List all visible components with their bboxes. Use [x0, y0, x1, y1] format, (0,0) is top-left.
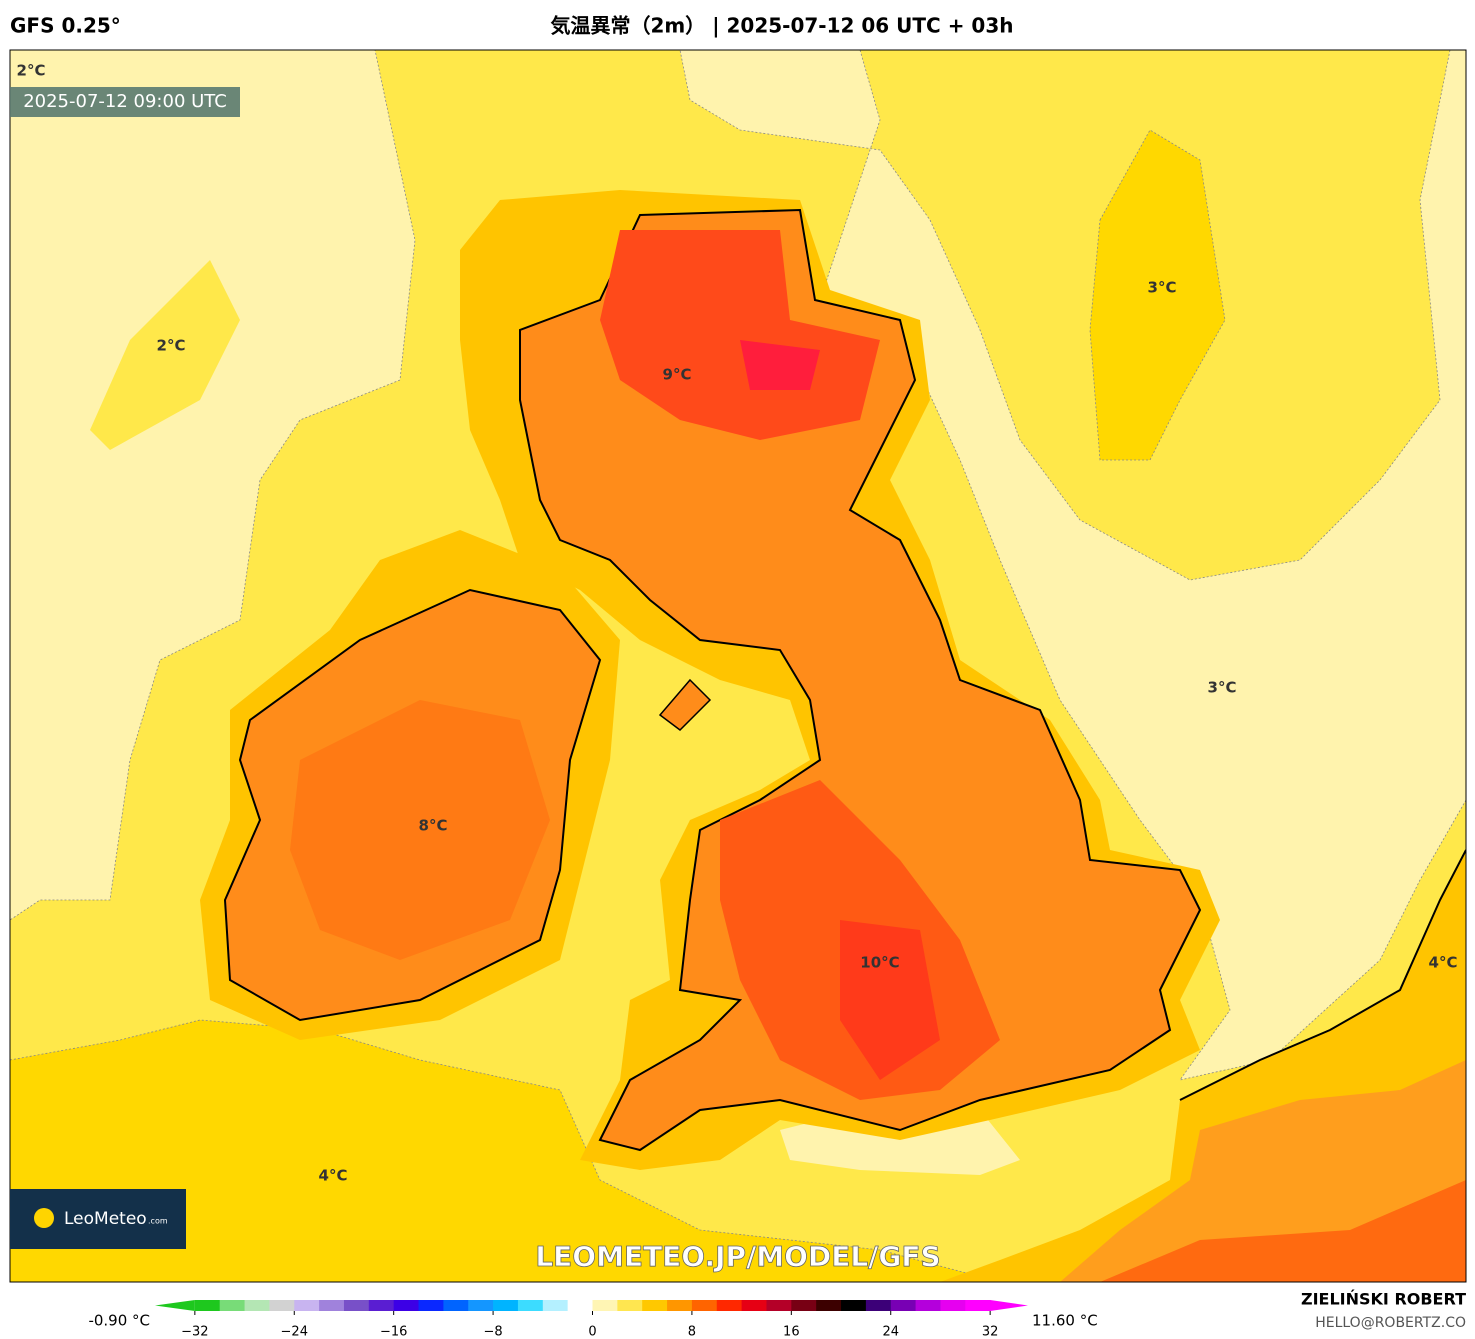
continent-hot [1100, 1180, 1466, 1282]
colorbar-swatch [890, 1300, 917, 1311]
colorbar-swatch [493, 1300, 519, 1311]
colorbar-swatch [343, 1300, 370, 1311]
colorbar-tick-label: 16 [783, 1325, 800, 1339]
great-britain [519, 208, 1202, 1152]
contour-label: 8°C [419, 817, 448, 835]
contour-label: 2°C [157, 337, 186, 355]
colorbar-swatch [915, 1300, 941, 1311]
colorbar-tick-label: −8 [484, 1325, 503, 1339]
colorbar-swatch [393, 1300, 420, 1311]
author: ZIELIŃSKI ROBERT [1301, 1290, 1466, 1309]
colorbar-swatch [319, 1300, 345, 1311]
england-hot [840, 920, 940, 1080]
contour-label: 4°C [1429, 954, 1458, 972]
contour-label: 9°C [663, 366, 692, 384]
map-frame [9, 49, 1467, 1283]
colorbar-swatch [517, 1300, 544, 1311]
colorbar-tick-label: −16 [380, 1325, 407, 1339]
colorbar-swatch [791, 1300, 817, 1311]
pale-area [10, 50, 416, 921]
colorbar-tick-label: 0 [588, 1325, 596, 1339]
colorbar-extend-high [990, 1300, 1028, 1311]
colorbar-swatch [244, 1300, 270, 1311]
coastline [1179, 849, 1466, 1101]
colorbar-swatch [443, 1300, 469, 1311]
colorbar-tick-label: −24 [281, 1325, 308, 1339]
email: HELLO@ROBERTZ.CO [1315, 1315, 1466, 1331]
map-title: 気温異常（2m） | 2025-07-12 06 UTC + 03h [551, 14, 1014, 38]
colorbar-tick-label: −32 [181, 1325, 208, 1339]
colorbar-swatch [816, 1300, 842, 1311]
colorbar-tick-label: 24 [882, 1325, 899, 1339]
colorbar-swatch [269, 1300, 295, 1311]
colorbar-max: 11.60 °C [1032, 1312, 1098, 1330]
colorbar-swatch [368, 1300, 395, 1311]
valid-time: 2025-07-12 09:00 UTC [23, 91, 227, 112]
logo: LeoMeteo [64, 1209, 147, 1229]
colorbar-swatch [965, 1300, 991, 1311]
contour-label: 3°C [1208, 679, 1237, 697]
valid-time-box [10, 87, 240, 117]
colorbar-swatch [294, 1300, 320, 1311]
contour-label: 4°C [319, 1167, 348, 1185]
colorbar-swatch [542, 1300, 569, 1311]
isle-of-man [658, 678, 712, 731]
contour-label: 10°C [860, 954, 899, 972]
colorbar-swatch [716, 1300, 743, 1311]
colorbar-swatch [741, 1300, 767, 1311]
colorbar-swatch [766, 1300, 792, 1311]
colorbar-swatch [940, 1300, 966, 1311]
colorbar-swatch [567, 1300, 593, 1311]
logo-suffix: .com [148, 1217, 168, 1226]
colorbar-tick-label: 32 [982, 1325, 999, 1339]
colorbar-swatch [667, 1300, 693, 1311]
contour-area [90, 260, 240, 450]
ireland-warm [290, 700, 550, 960]
watermark: LEOMETEO.JP/MODEL/GFS [535, 1240, 940, 1273]
contour-area [10, 1019, 1001, 1282]
colorbar-swatch [418, 1300, 444, 1311]
colorbar-extend-low [155, 1300, 195, 1311]
colorbar-swatch [592, 1300, 618, 1311]
colorbar-swatch [691, 1300, 718, 1311]
colorbar-swatch [617, 1300, 643, 1311]
contour-label: 3°C [1148, 279, 1177, 297]
colorbar-swatch [642, 1300, 668, 1311]
contour-label: 2°C [17, 62, 46, 80]
model-name: GFS 0.25° [10, 14, 121, 38]
colorbar-swatch [219, 1300, 246, 1311]
colorbar-tick-label: 8 [688, 1325, 696, 1339]
colorbar-swatch [841, 1300, 867, 1311]
logo-sun [34, 1208, 54, 1228]
colorbar-min: -0.90 °C [88, 1312, 150, 1330]
colorbar-swatch [194, 1300, 221, 1311]
hotspot [740, 340, 820, 390]
colorbar-swatch [468, 1300, 494, 1311]
contour-area [1089, 129, 1226, 461]
colorbar-swatch [865, 1300, 892, 1311]
map: 2025-07-12 09:00 UTC LeoMeteo .com LEOME… [9, 49, 1467, 1283]
